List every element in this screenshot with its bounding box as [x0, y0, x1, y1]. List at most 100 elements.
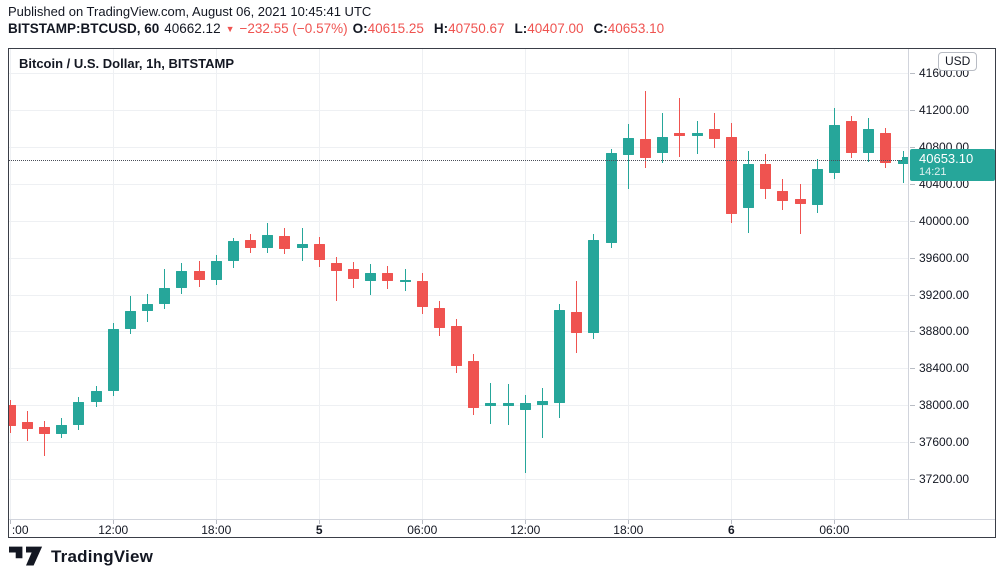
candle-body — [73, 401, 85, 425]
candle-body — [21, 421, 33, 430]
candle-body — [605, 153, 617, 243]
h-grid-line — [9, 257, 908, 259]
candle-body — [348, 269, 360, 279]
candle-body — [193, 271, 205, 280]
v-grid-line — [113, 49, 115, 519]
h-grid-line — [9, 109, 908, 111]
low-field: L:40407.00 — [514, 21, 584, 36]
candle-body — [296, 244, 308, 249]
price-axis-tick — [910, 220, 915, 222]
price-axis-tick — [910, 109, 915, 111]
candle-body — [159, 288, 171, 304]
chart-title: Bitcoin / U.S. Dollar, 1h, BITSTAMP — [19, 56, 235, 71]
candle-body — [124, 311, 136, 329]
price-axis-tick — [910, 442, 915, 444]
price-axis-label: 40000.00 — [919, 213, 970, 228]
time-axis-label: 6 — [727, 523, 735, 537]
open-value: 40615.25 — [367, 21, 424, 36]
price-axis-tick — [910, 331, 915, 333]
candle-body — [639, 139, 651, 158]
time-axis-label: 18:00 — [613, 523, 644, 537]
chart-frame: Bitcoin / U.S. Dollar, 1h, BITSTAMP USD … — [8, 48, 996, 538]
v-grid-line — [216, 49, 218, 519]
time-axis-tick — [319, 520, 321, 524]
close-value: 40653.10 — [607, 21, 665, 36]
price-axis-label: 38000.00 — [919, 398, 970, 413]
price-axis[interactable]: USD 40653.10 14:21 41600.00 41200.00 40800… — [910, 49, 995, 519]
current-price-value: 40653.10 — [919, 151, 974, 167]
price-change: −232.55 (−0.57%) — [239, 21, 348, 36]
candle-body — [176, 271, 188, 289]
tradingview-logo-text: TradingView — [51, 546, 154, 566]
published-line: Published on TradingView.com, August 06,… — [8, 4, 372, 19]
candle-body — [433, 308, 445, 328]
candle-wick — [902, 151, 904, 184]
price-axis-label: 38800.00 — [919, 324, 970, 339]
h-grid-line — [9, 479, 908, 481]
time-axis-tick — [731, 520, 733, 524]
candle-body — [9, 405, 16, 426]
low-value: 40407.00 — [527, 21, 584, 36]
time-axis-label: 06:00 — [407, 523, 438, 537]
candle-body — [588, 240, 600, 334]
candle-wick — [679, 97, 681, 157]
v-grid-line — [834, 49, 836, 519]
v-grid-line — [525, 49, 527, 519]
candle-body — [674, 132, 686, 136]
candle-wick — [541, 387, 543, 439]
price-axis-tick — [910, 183, 915, 185]
time-axis[interactable]: :00 12:00 18:00 5 06:00 12:00 18:00 6 06:00 — [9, 519, 995, 537]
current-price-tag: 40653.10 14:21 — [910, 149, 995, 182]
high-field: H:40750.67 — [433, 21, 505, 36]
v-grid-line — [10, 49, 12, 519]
candle-wick — [627, 123, 629, 190]
candle-wick — [44, 420, 46, 457]
candle-body — [743, 164, 754, 208]
price-axis-label: 39600.00 — [919, 250, 970, 265]
tradingview-logo[interactable]: TradingView — [9, 546, 153, 567]
time-axis-tick — [113, 520, 115, 524]
candle-body — [365, 273, 377, 282]
candle-body — [451, 325, 463, 366]
time-axis-label: 12:00 — [98, 523, 129, 537]
candle-body — [811, 168, 823, 205]
candle-body — [691, 132, 703, 136]
price-axis-label: 41200.00 — [919, 102, 970, 117]
candle-wick — [524, 395, 526, 473]
candle-body — [262, 234, 274, 249]
symbol-name: BITSTAMP:BTCUSD, 60 — [8, 21, 160, 36]
candle-body — [416, 280, 428, 307]
v-grid-line — [319, 49, 321, 519]
candle-body — [90, 391, 102, 402]
candle-body — [777, 191, 789, 202]
current-price-line — [9, 160, 908, 162]
tradingview-logo-icon — [9, 546, 43, 566]
candle-body — [39, 426, 51, 434]
v-grid-line — [731, 49, 733, 519]
time-axis-tick — [10, 520, 12, 524]
down-arrow-icon: ▼ — [225, 24, 235, 34]
bar-countdown: 14:21 — [919, 166, 947, 179]
candle-body — [708, 129, 720, 140]
candle-body — [794, 199, 806, 205]
candle-wick — [799, 183, 801, 234]
candle-body — [485, 402, 497, 407]
time-axis-tick — [628, 520, 630, 524]
time-axis-tick — [422, 520, 424, 524]
candle-body — [519, 402, 531, 410]
h-grid-line — [9, 294, 908, 296]
candle-body — [56, 424, 68, 434]
close-field: C:40653.10 — [593, 21, 665, 36]
time-axis-label: 18:00 — [201, 523, 232, 537]
candle-body — [571, 312, 583, 334]
time-axis-label: 5 — [315, 523, 323, 537]
h-grid-line — [9, 368, 908, 370]
candle-wick — [335, 256, 337, 301]
candle-wick — [404, 268, 406, 291]
candle-wick — [696, 120, 698, 155]
time-axis-tick — [216, 520, 218, 524]
candle-body — [622, 137, 634, 156]
candle-body — [846, 120, 858, 154]
candle-body — [142, 303, 154, 312]
candlestick-plot[interactable]: Bitcoin / U.S. Dollar, 1h, BITSTAMP — [9, 49, 909, 519]
